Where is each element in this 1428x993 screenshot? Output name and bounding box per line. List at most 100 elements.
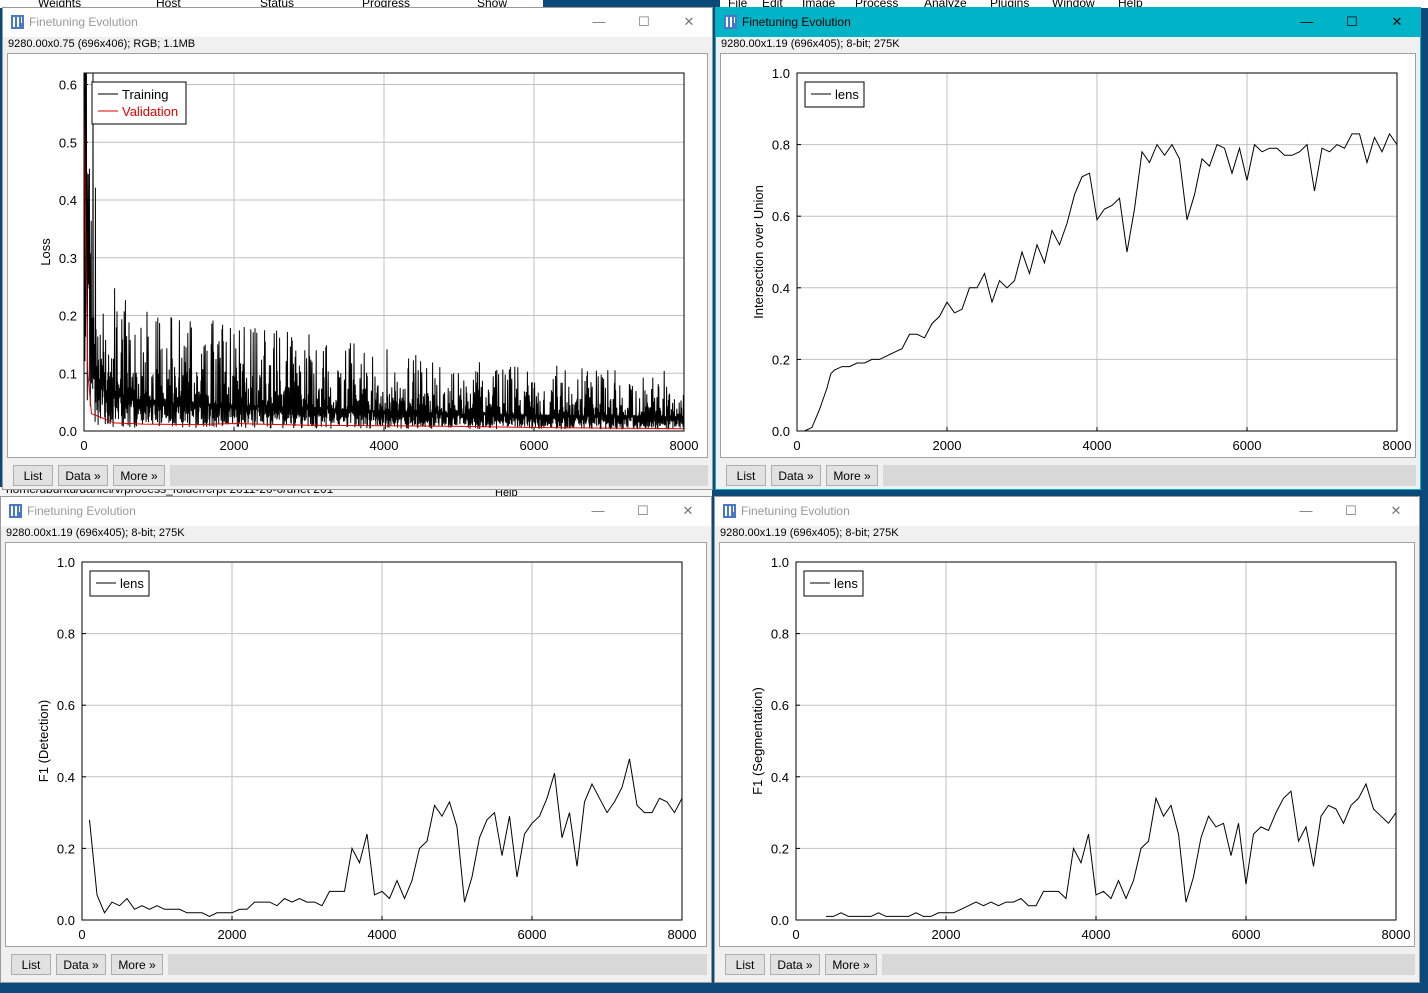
legend-label: lens (120, 576, 144, 591)
close-button[interactable]: ✕ (1390, 503, 1402, 518)
plot-window-f1-segmentation[interactable]: Finetuning Evolution — ☐ ✕ 9280.00x1.19 (696… (714, 496, 1420, 983)
x-tick-label: 0 (78, 927, 85, 942)
menu-analyze[interactable]: Analyze (924, 0, 967, 8)
y-tick-label: 0.8 (771, 627, 789, 642)
image-info: 9280.00x1.19 (696x405); 8-bit; 275K (720, 527, 899, 539)
data-button[interactable]: Data » (770, 954, 820, 975)
y-axis-label: Loss (38, 238, 53, 266)
list-button[interactable]: List (725, 954, 765, 975)
series-line-lens (89, 758, 683, 917)
imagej-icon (9, 504, 22, 518)
title-bar[interactable]: Finetuning Evolution — ☐ ✕ (1, 497, 711, 526)
y-tick-label: 0.6 (57, 698, 75, 713)
plot-button-bar: List Data » More » (6, 954, 707, 976)
menu-window[interactable]: Window (1052, 0, 1095, 8)
minimize-button[interactable]: — (592, 14, 606, 29)
menu-help[interactable]: Help (1118, 0, 1143, 8)
legend: lens (804, 81, 865, 108)
y-tick-label: 0.2 (772, 352, 790, 367)
data-button[interactable]: Data » (771, 465, 821, 486)
list-button[interactable]: List (11, 954, 51, 975)
minimize-button[interactable]: — (1299, 503, 1313, 518)
y-tick-label: 1.0 (57, 555, 75, 570)
legend-box (91, 81, 187, 125)
menu-process[interactable]: Process (855, 0, 899, 8)
y-tick-label: 0.4 (772, 281, 790, 296)
x-tick-label: 8000 (670, 438, 699, 453)
list-button[interactable]: List (13, 465, 53, 486)
plot-button-bar: List Data » More » (8, 465, 708, 487)
x-tick-label: 6000 (1232, 927, 1261, 942)
y-axis-label: Intersection over Union (751, 185, 766, 319)
imagej-icon (724, 15, 737, 29)
y-tick-label: 0.2 (59, 309, 77, 324)
x-tick-label: 4000 (1083, 438, 1112, 453)
x-tick-label: 6000 (520, 438, 549, 453)
window-title: Finetuning Evolution (741, 504, 850, 518)
close-button[interactable]: ✕ (1391, 14, 1403, 29)
maximize-button[interactable]: ☐ (1346, 14, 1358, 29)
plot-panel: 020004000600080000.00.20.40.60.81.0Itera… (719, 542, 1415, 947)
maximize-button[interactable]: ☐ (638, 14, 650, 29)
chart-svg: 020004000600080000.00.20.40.60.81.0Itera… (750, 555, 1410, 942)
header-col-status: Status (260, 0, 295, 8)
imagej-icon (11, 15, 24, 29)
y-tick-label: 0.3 (59, 251, 77, 266)
header-col-host: Host (156, 0, 181, 8)
status-field (168, 954, 707, 975)
image-info: 9280.00x1.19 (696x405); 8-bit; 275K (721, 38, 900, 50)
y-tick-label: 0.0 (59, 424, 77, 439)
more-button[interactable]: More » (826, 465, 878, 486)
more-button[interactable]: More » (825, 954, 877, 975)
plot-button-bar: List Data » More » (720, 954, 1415, 976)
plot-panel: 020004000600080000.00.20.40.60.81.0Itera… (5, 542, 707, 947)
plot-window-f1-detection[interactable]: Finetuning Evolution — ☐ ✕ 9280.00x1.19 (696… (0, 496, 712, 983)
y-tick-label: 0.0 (771, 913, 789, 928)
close-button[interactable]: ✕ (683, 14, 695, 29)
background-path-text: home/ubuntu/daniel/v/process_folder/crpt… (6, 487, 334, 496)
header-col-progress: Progress (362, 0, 411, 8)
menu-file[interactable]: File (728, 0, 748, 8)
y-tick-label: 1.0 (771, 555, 789, 570)
maximize-button[interactable]: ☐ (637, 503, 649, 518)
menu-edit[interactable]: Edit (762, 0, 783, 8)
menu-image[interactable]: Image (802, 0, 836, 8)
plot-window-loss[interactable]: Finetuning Evolution — ☐ ✕ 9280.00x0.75 (696… (2, 7, 713, 490)
menu-plugins[interactable]: Plugins (990, 0, 1030, 8)
minimize-button[interactable]: — (591, 503, 605, 518)
chart-svg: 020004000600080000.00.20.40.60.81.0Itera… (751, 66, 1412, 453)
minimize-button[interactable]: — (1300, 14, 1314, 29)
data-button[interactable]: Data » (56, 954, 106, 975)
x-tick-label: 8000 (668, 927, 697, 942)
background-menu-bar: File Edit Image Process Analyze Plugins … (720, 0, 1428, 8)
y-axis-label: F1 (Segmentation) (750, 687, 765, 795)
legend-label: Training (122, 87, 168, 102)
close-button[interactable]: ✕ (682, 503, 694, 518)
y-tick-label: 0.8 (57, 627, 75, 642)
legend-label: lens (834, 576, 858, 591)
window-title: Finetuning Evolution (27, 504, 136, 518)
x-tick-label: 6000 (518, 927, 547, 942)
maximize-button[interactable]: ☐ (1345, 503, 1357, 518)
plot-button-bar: List Data » More » (721, 465, 1416, 487)
x-tick-label: 2000 (218, 927, 247, 942)
title-bar[interactable]: Finetuning Evolution — ☐ ✕ (3, 8, 712, 37)
plot-panel: 020004000600080000.00.10.20.30.40.50.6It… (7, 53, 708, 458)
y-tick-label: 0.4 (59, 193, 77, 208)
legend: lens (803, 570, 864, 597)
x-tick-label: 4000 (370, 438, 399, 453)
list-button[interactable]: List (726, 465, 766, 486)
y-tick-label: 0.5 (59, 135, 77, 150)
title-bar[interactable]: Finetuning Evolution — ☐ ✕ (715, 497, 1419, 526)
plot-window-iou[interactable]: Finetuning Evolution — ☐ ✕ 9280.00x1.19 (696… (715, 7, 1421, 490)
plot-panel: 020004000600080000.00.20.40.60.81.0Itera… (720, 53, 1416, 458)
x-tick-label: 8000 (1383, 438, 1412, 453)
more-button[interactable]: More » (113, 465, 165, 486)
more-button[interactable]: More » (111, 954, 163, 975)
data-button[interactable]: Data » (58, 465, 108, 486)
window-title: Finetuning Evolution (742, 15, 851, 29)
y-tick-label: 1.0 (772, 66, 790, 81)
x-tick-label: 6000 (1233, 438, 1262, 453)
y-tick-label: 0.4 (57, 770, 75, 785)
title-bar[interactable]: Finetuning Evolution — ☐ ✕ (716, 8, 1420, 37)
